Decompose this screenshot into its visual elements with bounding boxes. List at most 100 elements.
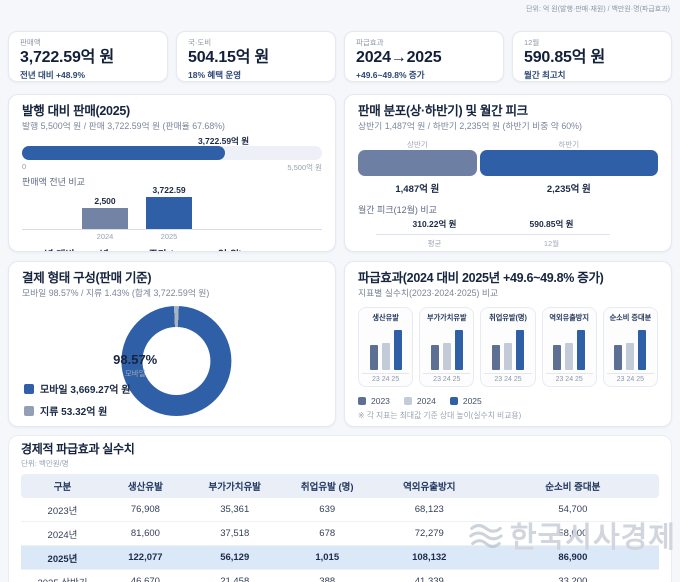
axis-max-label: 5,500억 원	[287, 163, 322, 172]
kpi-sub: +49.6~49.8% 증가	[356, 70, 425, 80]
kpi-value: 590.85억 원	[524, 49, 606, 66]
table-column-header: 역외유출방지	[371, 474, 487, 498]
card-subtitle: 상반기 1,487억 원 / 하반기 2,235억 원 (하반기 비중 약 60…	[358, 121, 582, 131]
metric-bar-2025	[454, 330, 463, 370]
metric-title: 취업유발(명)	[489, 313, 527, 322]
peak-compare: 310.22억 원 590.85억 원 평균 12월	[376, 218, 610, 249]
yoy-bar-chart: 2,500 3,722.59	[22, 185, 322, 229]
metric-mini-chart-2: 취업유발(명) 23 24 25	[480, 307, 536, 387]
bar-value-label: 3,722.59	[152, 185, 186, 195]
card-subtitle: 모바일 98.57% / 지류 1.43% (합계 3,722.59억 원)	[22, 288, 210, 298]
card-title: 판매 분포(상·하반기) 및 월간 피크	[358, 104, 528, 118]
kpi-card-december: 12월 590.85억 원 월간 최고치	[512, 31, 672, 82]
legend-label-mobile: 모바일 3,669.27억 원	[40, 385, 131, 396]
table-cell: 81,600	[103, 521, 187, 546]
legend-label-paper: 지류 53.32억 원	[40, 407, 108, 418]
table-title: 경제적 파급효과 실수치	[21, 442, 135, 456]
metric-bars	[362, 328, 409, 370]
kpi-sub: 18% 혜택 운영	[188, 70, 242, 80]
half-year-stacked-bar	[358, 150, 658, 176]
kpi-card-sales: 판매액 3,722.59억 원 전년 대비 +48.9%	[8, 31, 168, 82]
table-cell: 2024년	[21, 521, 104, 546]
metric-x-axis: 23 24 25	[606, 373, 655, 383]
metric-x-axis: 23 24 25	[362, 373, 410, 383]
table-column-header: 부가가치유발	[186, 474, 283, 498]
card-title: 파급효과(2024 대비 2025년 +49.6~49.8% 증가)	[358, 271, 604, 285]
kpi-card-impact: 파급효과 2024→2025 +49.6~49.8% 증가	[344, 31, 504, 82]
cards-row-2: 발행 대비 판매(2025) 발행 5,500억 원 / 판매 3,722.59…	[8, 94, 672, 252]
kpi-value: 2024→2025	[356, 49, 442, 66]
legend-item-paper: 지류 53.32억 원	[24, 403, 130, 418]
metric-mini-chart-0: 생산유발 23 24 25	[358, 307, 414, 387]
legend-item-2023: 2023	[358, 396, 390, 406]
metric-bar-2024	[442, 343, 451, 370]
segment-second-half	[479, 150, 658, 176]
legend-label-2023: 2023	[371, 396, 390, 406]
table-cell: 56,129	[186, 545, 283, 570]
table-cell: 108,132	[371, 545, 487, 570]
metric-bar-2024	[381, 343, 390, 370]
metric-title: 부가가치유발	[426, 313, 467, 322]
table-cell: 2023년	[21, 498, 104, 522]
stacked-bar-value-labels: 1,487억 원 2,235억 원	[358, 181, 658, 195]
table-column-header: 취업유발 (명)	[282, 474, 372, 498]
kpi-row: 판매액 3,722.59억 원 전년 대비 +48.9% 국·도비 504.15…	[8, 31, 672, 82]
table-row: 2025년 122,077 56,129 1,015 108,132 86,900	[21, 545, 659, 570]
payment-legend: 모바일 3,669.27억 원 지류 53.32억 원	[24, 374, 130, 418]
metric-bar-2024	[626, 343, 635, 370]
issuance-progress-track	[22, 146, 322, 160]
table-unit-note: 단위: 백만원/명	[21, 459, 69, 468]
kpi-label: 국·도비	[188, 38, 212, 47]
table-cell: 58,000	[486, 521, 659, 546]
kpi-label: 파급효과	[356, 38, 384, 47]
metric-mini-chart-4: 순소비 증대분 23 24 25	[602, 307, 659, 387]
metric-bar-2023	[553, 344, 562, 370]
donut-chart-area: 98.57% 모바일 모바일 3,669.27억 원 지류 53.32억 원	[22, 302, 322, 424]
payment-donut-chart	[121, 306, 232, 416]
metric-bar-2024	[504, 343, 512, 370]
table-cell: 41,339	[371, 569, 487, 582]
legend-swatch-2024	[403, 397, 412, 405]
donut-percent: 98.57%	[113, 352, 158, 367]
segment-label-h1: 상반기	[406, 140, 428, 149]
segment-value-h1: 1,487억 원	[395, 184, 440, 195]
donut-center-label: 98.57% 모바일	[95, 352, 175, 379]
peak-values: 310.22억 원 590.85억 원	[376, 218, 610, 230]
metric-bars	[607, 328, 654, 370]
metric-bars	[423, 328, 470, 370]
legend-swatch-2025	[449, 397, 458, 405]
metric-mini-chart-1: 부가가치유발 23 24 25	[419, 307, 475, 387]
metric-bar-2023	[492, 344, 500, 370]
metric-title: 역외유출방지	[549, 313, 590, 322]
yoy-chart-title: 판매액 전년 비교	[22, 177, 85, 187]
bar-value-label: 2,500	[94, 195, 116, 206]
table-cell: 388	[282, 569, 372, 582]
table-cell: 21,458	[186, 569, 283, 582]
axis-min-label: 0	[22, 162, 27, 171]
metric-x-axis: 23 24 25	[545, 373, 593, 383]
table-cell: 54,700	[486, 498, 659, 522]
cards-row-3: 결제 형태 구성(판매 기준) 모바일 98.57% / 지류 1.43% (합…	[8, 261, 672, 427]
bar-2025	[146, 197, 192, 229]
peak-cat-average: 평균	[427, 239, 442, 248]
legend-item-mobile: 모바일 3,669.27억 원	[24, 381, 130, 396]
card-payment-mix: 결제 형태 구성(판매 기준) 모바일 98.57% / 지류 1.43% (합…	[8, 261, 336, 427]
metric-bar-2024	[565, 343, 574, 370]
progress-axis: 0 5,500억 원	[22, 162, 322, 172]
bar-group-2024: 2,500	[82, 196, 128, 229]
table-cell: 678	[282, 521, 372, 546]
legend-label-2024: 2024	[416, 396, 436, 406]
table-header: 구분 생산유발 부가가치유발 취업유발 (명) 역외유출방지 순소비 증대분	[21, 474, 659, 498]
issuance-progress-fill	[22, 146, 226, 160]
metric-bar-2025	[516, 330, 524, 370]
table-cell: 33,200	[486, 569, 659, 582]
segment-value-h2: 2,235억 원	[546, 184, 591, 195]
card-sales-distribution: 판매 분포(상·하반기) 및 월간 피크 상반기 1,487억 원 / 하반기 …	[344, 94, 672, 252]
progress-value-label: 3,722.59억 원	[197, 136, 250, 146]
card-ripple-effect: 파급효과(2024 대비 2025년 +49.6~49.8% 증가) 지표별 실…	[344, 261, 672, 427]
legend-item-2025: 2025	[449, 396, 482, 406]
legend-swatch-2023	[358, 397, 366, 405]
kpi-label: 판매액	[20, 38, 41, 47]
peak-divider	[376, 234, 610, 235]
table-row: 2024년 81,600 37,518 678 72,279 58,000	[21, 521, 659, 546]
